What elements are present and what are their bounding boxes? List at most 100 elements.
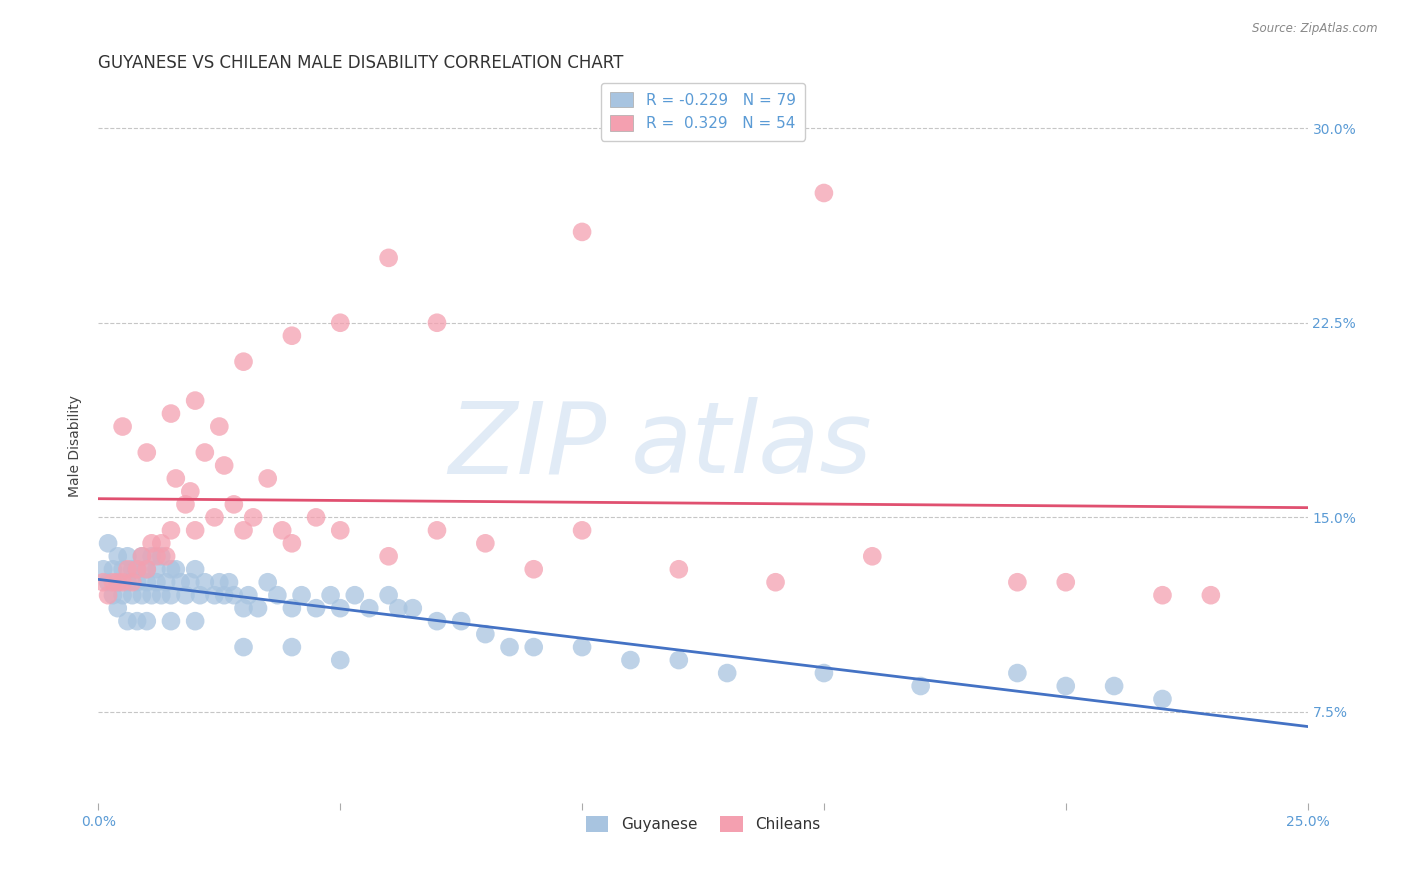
Point	[97, 536, 120, 550]
Point	[359, 601, 381, 615]
Point	[238, 588, 260, 602]
Point	[329, 601, 352, 615]
Point	[184, 393, 207, 408]
Point	[91, 562, 114, 576]
Point	[204, 588, 226, 602]
Text: atlas: atlas	[630, 398, 872, 494]
Point	[135, 614, 157, 628]
Point	[145, 549, 167, 564]
Point	[281, 536, 304, 550]
Point	[474, 536, 496, 550]
Point	[271, 524, 294, 538]
Point	[329, 524, 352, 538]
Point	[131, 549, 153, 564]
Point	[222, 497, 245, 511]
Point	[184, 524, 207, 538]
Point	[127, 614, 149, 628]
Point	[117, 562, 139, 576]
Point	[194, 445, 217, 459]
Point	[141, 536, 163, 550]
Point	[266, 588, 288, 602]
Point	[765, 575, 787, 590]
Point	[329, 653, 352, 667]
Point	[204, 510, 226, 524]
Point	[145, 575, 167, 590]
Point	[813, 186, 835, 200]
Point	[107, 575, 129, 590]
Point	[281, 601, 304, 615]
Point	[101, 575, 124, 590]
Point	[218, 575, 240, 590]
Point	[141, 588, 163, 602]
Point	[160, 562, 183, 576]
Point	[1102, 679, 1125, 693]
Point	[1007, 666, 1029, 681]
Point	[135, 445, 157, 459]
Point	[174, 588, 197, 602]
Point	[232, 601, 254, 615]
Point	[450, 614, 472, 628]
Text: GUYANESE VS CHILEAN MALE DISABILITY CORRELATION CHART: GUYANESE VS CHILEAN MALE DISABILITY CORR…	[98, 54, 624, 72]
Point	[813, 666, 835, 681]
Point	[169, 575, 191, 590]
Point	[860, 549, 883, 564]
Point	[97, 588, 120, 602]
Point	[121, 588, 143, 602]
Point	[127, 562, 149, 576]
Point	[232, 524, 254, 538]
Point	[107, 549, 129, 564]
Point	[208, 419, 231, 434]
Text: ZIP: ZIP	[449, 398, 606, 494]
Point	[281, 640, 304, 654]
Point	[141, 549, 163, 564]
Point	[716, 666, 738, 681]
Point	[1152, 588, 1174, 602]
Point	[135, 562, 157, 576]
Point	[571, 225, 593, 239]
Point	[305, 510, 328, 524]
Point	[402, 601, 425, 615]
Point	[290, 588, 312, 602]
Point	[97, 575, 120, 590]
Point	[426, 524, 449, 538]
Point	[619, 653, 641, 667]
Point	[523, 640, 546, 654]
Point	[155, 575, 177, 590]
Point	[150, 549, 173, 564]
Point	[212, 588, 235, 602]
Point	[135, 562, 157, 576]
Point	[91, 575, 114, 590]
Point	[377, 588, 399, 602]
Text: Source: ZipAtlas.com: Source: ZipAtlas.com	[1253, 22, 1378, 36]
Point	[150, 536, 173, 550]
Point	[184, 562, 207, 576]
Point	[319, 588, 342, 602]
Point	[117, 549, 139, 564]
Point	[121, 575, 143, 590]
Point	[127, 562, 149, 576]
Point	[329, 316, 352, 330]
Point	[160, 524, 183, 538]
Point	[179, 575, 201, 590]
Point	[101, 562, 124, 576]
Point	[111, 562, 134, 576]
Point	[135, 575, 157, 590]
Point	[498, 640, 520, 654]
Point	[117, 614, 139, 628]
Point	[145, 562, 167, 576]
Point	[426, 614, 449, 628]
Point	[131, 588, 153, 602]
Point	[184, 614, 207, 628]
Point	[174, 497, 197, 511]
Point	[256, 471, 278, 485]
Point	[910, 679, 932, 693]
Point	[222, 588, 245, 602]
Point	[165, 562, 187, 576]
Point	[668, 562, 690, 576]
Point	[305, 601, 328, 615]
Point	[127, 575, 149, 590]
Point	[160, 614, 183, 628]
Point	[111, 588, 134, 602]
Point	[107, 601, 129, 615]
Point	[160, 588, 183, 602]
